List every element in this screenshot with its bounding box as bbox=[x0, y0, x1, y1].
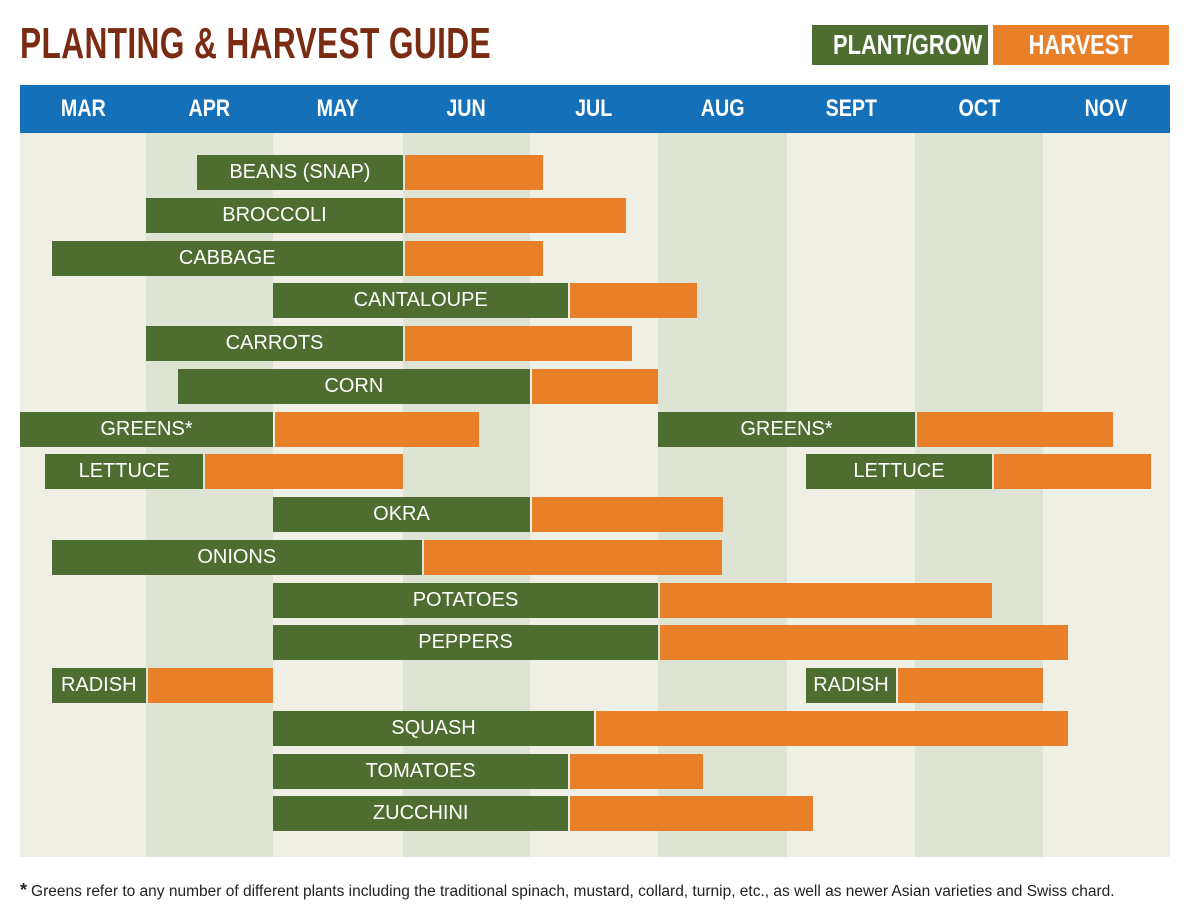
month-label-jun: JUN bbox=[446, 95, 487, 122]
bar-greens-harvest bbox=[917, 412, 1113, 447]
bar-greens-plant: GREENS* bbox=[20, 412, 273, 447]
page-title: PLANTING & HARVEST GUIDE bbox=[20, 19, 491, 68]
bar-radish-harvest bbox=[897, 668, 1043, 703]
month-label-jul: JUL bbox=[575, 95, 613, 122]
bar-beans-snap-plant: BEANS (SNAP) bbox=[196, 155, 403, 190]
bar-corn-harvest bbox=[532, 369, 658, 404]
month-label-apr: APR bbox=[188, 95, 231, 122]
bar-greens-plant: GREENS* bbox=[658, 412, 915, 447]
bar-broccoli-harvest bbox=[405, 198, 626, 233]
month-band-oct bbox=[915, 133, 1043, 857]
bar-cabbage-plant: CABBAGE bbox=[51, 241, 403, 276]
month-label-sept: SEPT bbox=[825, 95, 877, 122]
bar-tomatoes-plant: TOMATOES bbox=[273, 754, 569, 789]
bar-corn-plant: CORN bbox=[177, 369, 530, 404]
bar-cantaloupe-harvest bbox=[570, 283, 697, 318]
bar-squash-harvest bbox=[596, 711, 1069, 746]
footnote: * Greens refer to any number of different… bbox=[20, 879, 1180, 903]
legend-harvest: HARVEST bbox=[993, 25, 1169, 65]
bar-okra-plant: OKRA bbox=[273, 497, 530, 532]
bar-potatoes-harvest bbox=[660, 583, 992, 618]
bar-cabbage-harvest bbox=[405, 241, 543, 276]
bar-squash-plant: SQUASH bbox=[273, 711, 594, 746]
bar-radish-plant: RADISH bbox=[806, 668, 896, 703]
bar-onions-plant: ONIONS bbox=[51, 540, 423, 575]
month-header-bar bbox=[20, 85, 1170, 133]
bar-beans-snap-harvest bbox=[405, 155, 543, 190]
bar-broccoli-plant: BROCCOLI bbox=[146, 198, 403, 233]
bar-zucchini-plant: ZUCCHINI bbox=[273, 796, 569, 831]
bar-greens-harvest bbox=[275, 412, 480, 447]
bar-cantaloupe-plant: CANTALOUPE bbox=[273, 283, 569, 318]
month-band-aug bbox=[658, 133, 787, 857]
bar-radish-harvest bbox=[148, 668, 273, 703]
bar-peppers-harvest bbox=[660, 625, 1069, 660]
bar-potatoes-plant: POTATOES bbox=[273, 583, 658, 618]
bar-radish-plant: RADISH bbox=[51, 668, 146, 703]
bar-carrots-plant: CARROTS bbox=[146, 326, 403, 361]
month-label-nov: NOV bbox=[1085, 95, 1128, 122]
bar-carrots-harvest bbox=[405, 326, 633, 361]
bar-onions-harvest bbox=[424, 540, 723, 575]
bar-okra-harvest bbox=[532, 497, 723, 532]
month-label-oct: OCT bbox=[958, 95, 1000, 122]
footnote-text: Greens refer to any number of different … bbox=[31, 883, 1115, 900]
month-label-aug: AUG bbox=[700, 95, 745, 122]
footnote-marker: * bbox=[20, 880, 28, 900]
legend-harvest-label: HARVEST bbox=[1029, 29, 1133, 60]
legend-plant-label: PLANT/GROW bbox=[833, 29, 983, 60]
bar-peppers-plant: PEPPERS bbox=[273, 625, 658, 660]
legend-plant-grow: PLANT/GROW bbox=[812, 25, 988, 65]
month-label-mar: MAR bbox=[60, 95, 106, 122]
bar-tomatoes-harvest bbox=[570, 754, 704, 789]
month-label-may: MAY bbox=[317, 95, 359, 122]
bar-lettuce-plant: LETTUCE bbox=[806, 454, 992, 489]
bar-lettuce-plant: LETTUCE bbox=[45, 454, 204, 489]
bar-lettuce-harvest bbox=[993, 454, 1151, 489]
bar-zucchini-harvest bbox=[570, 796, 813, 831]
bar-lettuce-harvest bbox=[205, 454, 403, 489]
